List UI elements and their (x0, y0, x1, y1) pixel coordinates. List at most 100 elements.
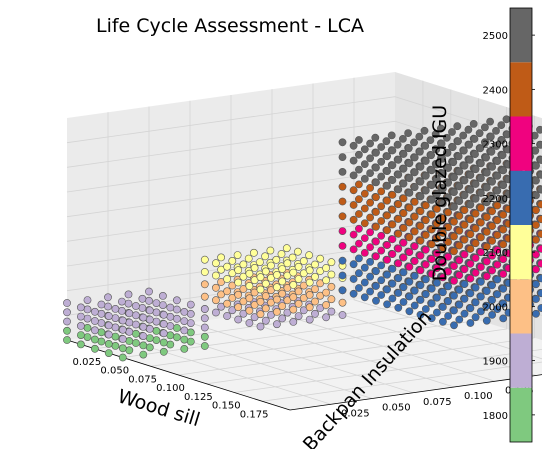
scatter-point (349, 186, 358, 195)
scatter-point (338, 138, 347, 147)
scatter-point (327, 258, 336, 267)
scatter-point (405, 233, 414, 242)
scatter-point (322, 313, 330, 322)
scatter-point (532, 191, 540, 200)
scatter-point (118, 306, 126, 315)
scatter-point (360, 174, 369, 183)
scatter-point (455, 285, 464, 294)
scatter-point (91, 335, 99, 344)
scatter-point (399, 209, 408, 218)
scatter-point (180, 317, 189, 325)
scatter-point (532, 235, 540, 244)
scatter-point (499, 240, 508, 249)
scatter-point (349, 289, 358, 298)
scatter-point (91, 326, 99, 335)
scatter-point (338, 227, 347, 235)
scatter-point (186, 319, 195, 327)
scatter-point (476, 233, 485, 242)
scatter-point (152, 317, 161, 326)
scatter-point (377, 202, 386, 211)
scatter-point (63, 317, 71, 326)
scatter-point (471, 239, 480, 248)
scatter-point (338, 212, 347, 221)
scatter-point (118, 353, 127, 362)
scatter-point (432, 175, 441, 184)
scatter-point (427, 284, 436, 293)
scatter-point (499, 284, 508, 293)
scatter-point (289, 317, 298, 326)
scatter-point (372, 282, 380, 290)
scatter-point (159, 310, 168, 319)
scatter-point (404, 144, 413, 153)
scatter-point (83, 333, 92, 341)
scatter-point (354, 195, 363, 204)
x-tick-label: 0.025 (73, 357, 102, 368)
scatter-point (464, 125, 473, 134)
scatter-point (421, 275, 430, 284)
scatter-point (416, 281, 425, 290)
scatter-point (493, 275, 502, 284)
scatter-point (91, 307, 99, 316)
scatter-point (532, 206, 540, 215)
colorbar-tick-label: 1900 (483, 357, 508, 368)
scatter-point (432, 160, 441, 169)
scatter-point (250, 263, 259, 272)
scatter-point (311, 260, 319, 269)
scatter-point (372, 296, 380, 305)
scatter-point (466, 230, 475, 239)
scatter-point (145, 343, 154, 352)
scatter-point (410, 168, 419, 177)
scatter-point (476, 292, 485, 301)
scatter-point (438, 243, 447, 252)
scatter-point (399, 150, 408, 158)
scatter-point (360, 293, 369, 302)
scatter-point (438, 273, 447, 282)
scatter-point (432, 249, 441, 258)
scatter-point (261, 252, 269, 261)
scatter-point (97, 319, 106, 327)
scatter-point (272, 270, 281, 279)
x-gridline (234, 348, 542, 393)
scatter-point (244, 254, 253, 263)
scatter-point (388, 279, 397, 288)
scatter-point (466, 274, 475, 283)
scatter-point (159, 338, 168, 347)
scatter-point (305, 315, 314, 324)
scatter-point (405, 188, 414, 197)
scatter-point (471, 180, 480, 188)
scatter-point (311, 285, 319, 293)
scatter-point (427, 195, 436, 204)
scatter-point (360, 160, 369, 168)
scatter-point (460, 250, 469, 259)
scatter-point (432, 308, 441, 317)
scatter-point (278, 277, 287, 286)
scatter-point (139, 322, 148, 331)
scatter-point (366, 257, 374, 266)
scatter-point (466, 200, 475, 209)
scatter-point (394, 303, 403, 312)
scatter-point (131, 320, 140, 329)
scatter-point (139, 350, 148, 359)
scatter-point (388, 220, 397, 229)
scatter-point (152, 326, 161, 335)
scatter-point (488, 177, 496, 186)
scatter-point (410, 138, 418, 147)
scatter-point (305, 251, 313, 260)
scatter-point (372, 252, 380, 261)
scatter-point (405, 203, 414, 212)
scatter-point (388, 250, 397, 258)
scatter-point (497, 136, 506, 145)
scatter-point (111, 341, 120, 350)
scatter-point (471, 165, 480, 174)
scatter-point (482, 198, 491, 207)
scatter-point (488, 222, 496, 230)
scatter-point (349, 156, 358, 165)
scatter-point (83, 323, 92, 332)
scatter-point (466, 289, 475, 298)
scatter-point (77, 321, 85, 330)
scatter-point (349, 260, 358, 269)
scatter-point (476, 144, 485, 153)
scatter-point (480, 123, 489, 132)
scatter-point (316, 254, 325, 263)
scatter-point (388, 205, 397, 214)
